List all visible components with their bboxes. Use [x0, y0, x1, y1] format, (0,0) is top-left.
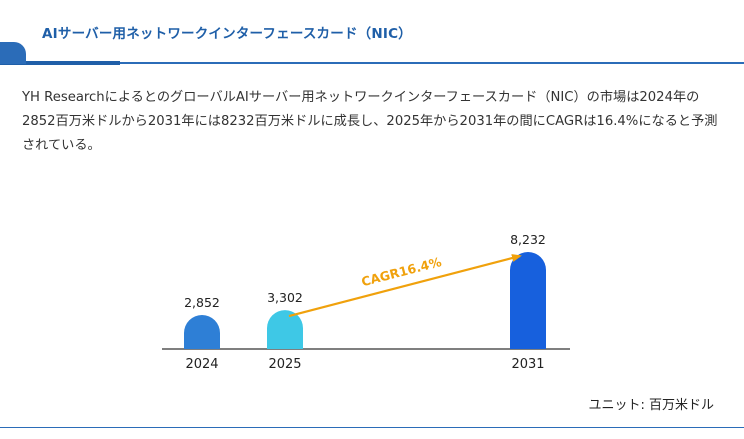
cagr-annotation: CAGR16.4% [360, 254, 444, 289]
market-bar-chart: 2,852 2024 3,302 2025 8,232 2031 CAGR16.4% [162, 232, 570, 372]
value-label-2031: 8,232 [510, 232, 546, 247]
bar-2031 [510, 252, 546, 349]
category-label-2024: 2024 [185, 357, 218, 372]
title-tab-decoration [0, 42, 26, 64]
bottom-divider [0, 427, 744, 428]
value-label-2024: 2,852 [184, 295, 220, 310]
bar-2025 [267, 310, 303, 349]
title-underline-accent [0, 61, 120, 65]
page-title: AIサーバー用ネットワークインターフェースカード（NIC） [42, 26, 412, 42]
category-label-2025: 2025 [268, 357, 301, 372]
market-description: YH ResearchによるとのグローバルAIサーバー用ネットワークインターフェ… [22, 90, 718, 153]
title-underline [0, 62, 744, 64]
category-label-2031: 2031 [511, 357, 544, 372]
value-label-2025: 3,302 [267, 290, 303, 305]
unit-label: ユニット: 百万米ドル [588, 398, 714, 413]
bar-2024 [184, 315, 220, 349]
cagr-arrow [288, 254, 522, 318]
title-band: AIサーバー用ネットワークインターフェースカード（NIC） [0, 0, 744, 66]
